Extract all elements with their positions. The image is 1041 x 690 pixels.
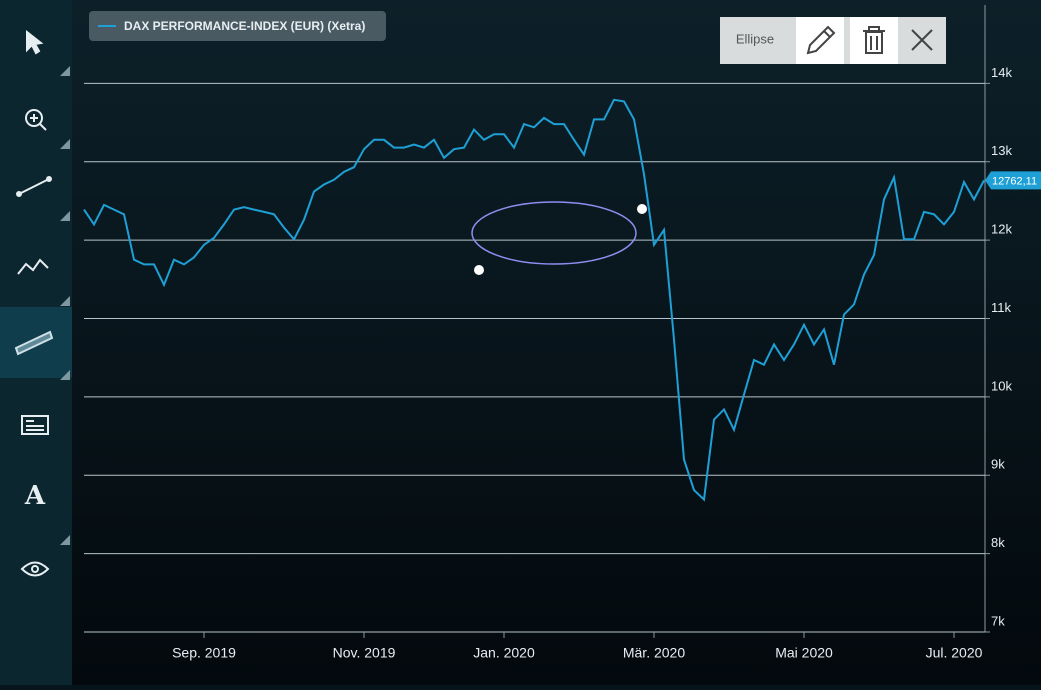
x-tick-label: Nov. 2019 bbox=[333, 645, 396, 661]
y-tick-label: 10k bbox=[991, 378, 1012, 393]
y-tick-label: 14k bbox=[991, 65, 1012, 80]
ellipse-handle[interactable] bbox=[637, 204, 647, 214]
text-tool[interactable]: A bbox=[24, 481, 46, 511]
last-value-tag bbox=[985, 171, 1041, 190]
last-value-label: 12762,11 bbox=[992, 175, 1037, 187]
edit-button[interactable] bbox=[796, 17, 844, 64]
x-tick-label: Mär. 2020 bbox=[623, 645, 685, 661]
pencil-icon bbox=[806, 25, 836, 55]
y-tick-label: 8k bbox=[991, 535, 1005, 550]
y-tick-label: 7k bbox=[991, 613, 1005, 628]
visibility-tool[interactable] bbox=[20, 561, 50, 577]
delete-button[interactable] bbox=[850, 17, 898, 64]
price-line bbox=[83, 98, 985, 502]
y-tick-label: 9k bbox=[991, 457, 1005, 472]
zoom-tool[interactable] bbox=[25, 109, 47, 131]
y-tick-label: 12k bbox=[991, 222, 1012, 237]
pointer-tool[interactable] bbox=[26, 29, 44, 55]
channel-tool[interactable] bbox=[14, 330, 54, 356]
legend-label: DAX PERFORMANCE-INDEX (EUR) (Xetra) bbox=[124, 19, 365, 33]
line-tool[interactable] bbox=[16, 176, 52, 197]
news-tool[interactable] bbox=[21, 415, 49, 435]
trash-icon bbox=[863, 26, 885, 54]
toolbar: Ellipse bbox=[720, 17, 946, 64]
x-tick-label: Jan. 2020 bbox=[473, 645, 535, 661]
ellipse-handle[interactable] bbox=[474, 265, 484, 275]
legend bbox=[89, 11, 386, 41]
toolbar-label: Ellipse bbox=[736, 31, 774, 46]
x-tick-label: Sep. 2019 bbox=[172, 645, 236, 661]
trend-tool[interactable] bbox=[17, 258, 49, 275]
y-tick-label: 11k bbox=[991, 300, 1011, 315]
y-tick-label: 13k bbox=[991, 143, 1012, 158]
x-tick-label: Mai 2020 bbox=[775, 645, 833, 661]
x-tick-label: Jul. 2020 bbox=[926, 645, 983, 661]
ellipse-drawing[interactable] bbox=[471, 201, 637, 265]
close-button[interactable] bbox=[911, 29, 933, 51]
